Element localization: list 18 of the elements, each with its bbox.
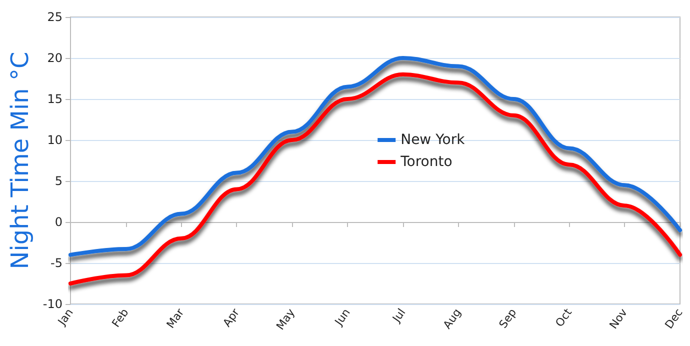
y-tick-label: 5: [54, 174, 62, 188]
y-tick-label: -5: [50, 256, 62, 270]
y-tick-label: 10: [47, 133, 62, 147]
y-tick-label: 15: [47, 92, 62, 106]
y-tick-label: 25: [47, 10, 62, 24]
line-series: [68, 56, 682, 257]
x-tick-label: Sep: [496, 306, 520, 331]
x-tick-label: Jun: [332, 306, 353, 329]
y-axis-title: Night Time Min °C: [6, 52, 34, 270]
legend-label: Toronto: [400, 154, 452, 170]
y-tick-label: -10: [42, 297, 62, 311]
y-tick-label: 20: [47, 51, 62, 65]
legend-label: New York: [400, 132, 466, 148]
y-tick-label: 0: [54, 215, 62, 229]
line-series: [68, 72, 682, 286]
x-tick-label: Oct: [552, 306, 575, 330]
x-tick-label: Feb: [109, 306, 132, 330]
x-tick-label: Jul: [389, 306, 408, 326]
